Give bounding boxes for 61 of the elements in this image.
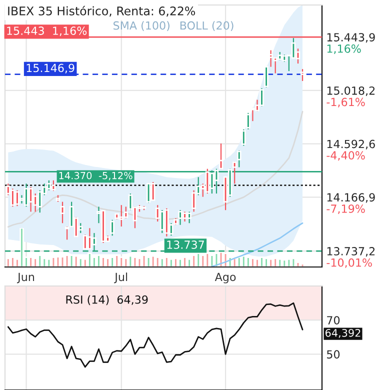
candlestick [205, 168, 210, 194]
bar [210, 254, 214, 267]
text: 64,392 [326, 328, 360, 338]
y-tick-label: 13.737,2 [327, 247, 375, 257]
bar [64, 254, 70, 267]
annotation: BOLL (20) [180, 21, 234, 32]
annotation: SMA (100) [114, 21, 170, 32]
candlestick [264, 66, 268, 88]
text: -7,19% [326, 204, 365, 214]
annotation: 15.443 1,16% [7, 26, 87, 36]
text: -10,01% [326, 258, 372, 268]
line-series [211, 222, 304, 267]
x-tick-label: Ago [214, 272, 236, 284]
candlestick [242, 128, 246, 146]
bar [291, 258, 296, 267]
candlestick [64, 226, 70, 240]
candlestick [218, 142, 224, 170]
text: -4,40% [326, 151, 365, 161]
y-tick-label: 14.166,9 [327, 193, 375, 203]
candlestick [51, 180, 56, 192]
candlestick [146, 182, 151, 204]
bar [51, 256, 56, 267]
bar [296, 262, 300, 267]
y-tick-label: 14.592,6 [327, 140, 375, 150]
ref-line-label: 15.146,9 [26, 64, 74, 74]
x-tick-label: Jun [17, 272, 34, 284]
bar [46, 258, 52, 267]
candlestick [300, 68, 305, 82]
bar [56, 256, 60, 267]
annotation: 14.370 -5,12% [59, 172, 132, 180]
annotation: RSI (14) 64,39 [66, 295, 148, 306]
x-tick-label: Jul [114, 272, 128, 284]
bar [205, 252, 210, 267]
y-tick-label: 50 [327, 350, 340, 359]
chart-title: IBEX 35 Histórico, Renta: 6,22% [8, 6, 196, 17]
candlestick [150, 181, 156, 202]
bar [124, 258, 128, 267]
y-tick-label: 15.018,2 [327, 86, 375, 96]
bar [146, 256, 151, 267]
bar [150, 255, 156, 267]
annotation: 13.737 [167, 240, 204, 249]
bar [300, 263, 305, 267]
y-tick-label: 70 [327, 316, 340, 324]
bar [128, 255, 133, 267]
bar [142, 254, 146, 267]
candlestick [46, 180, 52, 191]
bar [69, 254, 74, 267]
bar [60, 256, 65, 267]
candlestick [110, 219, 114, 236]
text: -1,61% [326, 98, 365, 108]
bar [282, 259, 287, 267]
candlestick [60, 201, 65, 224]
candlestick [232, 161, 237, 184]
bar [132, 256, 138, 267]
candlestick [246, 112, 250, 130]
candlestick [291, 38, 296, 60]
bar [286, 258, 292, 267]
candlestick [237, 150, 242, 168]
bar [137, 258, 142, 267]
y-tick-label: 15.443,9 [327, 33, 375, 43]
text: 1,16% [327, 44, 361, 54]
